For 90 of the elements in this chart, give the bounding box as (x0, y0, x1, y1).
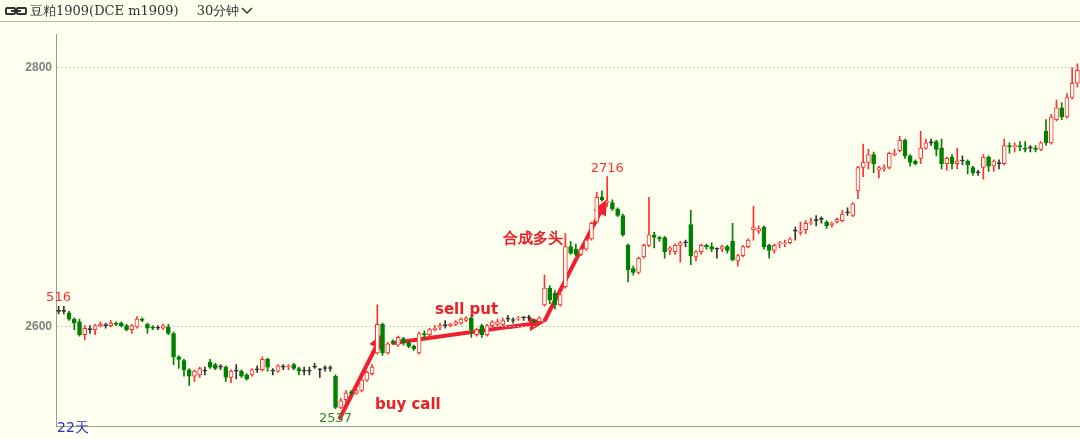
candlestick (981, 154, 986, 180)
candlestick (1054, 99, 1059, 122)
candlestick (772, 243, 777, 254)
candlestick (939, 138, 944, 170)
candlestick (197, 366, 202, 378)
candlestick (792, 226, 798, 241)
candlestick (954, 147, 960, 170)
annotation: buy call (375, 395, 441, 413)
candlestick (986, 155, 991, 172)
candlestick (662, 235, 667, 259)
candlestick (307, 366, 312, 376)
candlestick (871, 151, 876, 174)
annotation: 合成多头 (503, 229, 563, 248)
candlestick (542, 274, 547, 307)
candlestick (442, 320, 448, 329)
candlestick (202, 366, 208, 376)
candlestick (636, 256, 641, 275)
candlestick (709, 242, 714, 253)
candlestick (1028, 145, 1033, 153)
candlestick (333, 374, 338, 409)
candlestick (960, 155, 965, 166)
annotation: 516 (46, 289, 71, 305)
candlestick (1022, 141, 1028, 153)
candlestick (260, 356, 265, 372)
candlestick (615, 207, 620, 218)
candlestick (401, 337, 406, 346)
candlestick (270, 368, 276, 376)
y-tick-label: 2800 (25, 60, 53, 75)
annotation: 2716 (590, 159, 624, 175)
candlestick (751, 206, 756, 241)
candlestick (218, 364, 223, 371)
candlestick (213, 362, 218, 371)
candlestick (798, 221, 803, 236)
candlestick (845, 207, 850, 216)
candlestick (150, 325, 155, 330)
candlestick (359, 378, 364, 393)
y-tick-label: 2600 (25, 319, 53, 334)
candlestick (521, 316, 526, 321)
annotation: sell put (435, 300, 499, 318)
candlestick (657, 235, 662, 242)
candlestick (171, 331, 176, 365)
candlestick (354, 388, 359, 395)
candlestick (886, 151, 892, 170)
candlestick (145, 322, 150, 334)
candlestick (286, 364, 291, 371)
candlestick (317, 368, 323, 378)
candlestick (1033, 145, 1038, 153)
chart-subtitle: 30分钟 (196, 1, 240, 20)
candlestick (239, 369, 244, 378)
annotation: 22天 (57, 419, 89, 437)
candlestick (918, 130, 923, 164)
candlestick (928, 138, 934, 146)
candlestick (756, 225, 762, 234)
candlestick (192, 369, 197, 382)
candlestick (683, 239, 688, 247)
candlestick (301, 366, 307, 376)
candlestick (866, 149, 871, 170)
candlestick (860, 143, 866, 177)
candlestick (103, 322, 108, 329)
candlestick (124, 324, 129, 332)
candlestick (374, 304, 380, 355)
candlestick (77, 318, 82, 337)
candlestick (913, 159, 918, 166)
candlestick (610, 199, 615, 211)
candlestick (777, 241, 782, 249)
candlestick (495, 318, 500, 327)
candlestick (380, 322, 385, 356)
candlestick (233, 364, 239, 380)
chart-title: 豆粕1909(DCE m1909) (30, 1, 179, 20)
candlestick (563, 233, 568, 289)
annotation: 2537 (319, 409, 353, 425)
candlestick (500, 317, 506, 327)
candlestick (312, 362, 317, 369)
candlestick (118, 321, 124, 328)
candlestick (568, 241, 573, 255)
candlestick (474, 327, 479, 337)
candlestick (589, 221, 594, 241)
candlestick (730, 222, 735, 262)
candlestick (280, 364, 286, 371)
candlestick (813, 215, 819, 227)
candlestick (934, 139, 939, 157)
candlestick (526, 314, 532, 321)
candlestick (166, 324, 171, 336)
candlestick (725, 244, 730, 254)
candlestick (678, 241, 683, 263)
candlestick (265, 357, 270, 372)
candlestick (651, 232, 657, 249)
candlestick (427, 327, 432, 337)
candlestick (714, 247, 720, 259)
candlestick (406, 340, 411, 349)
